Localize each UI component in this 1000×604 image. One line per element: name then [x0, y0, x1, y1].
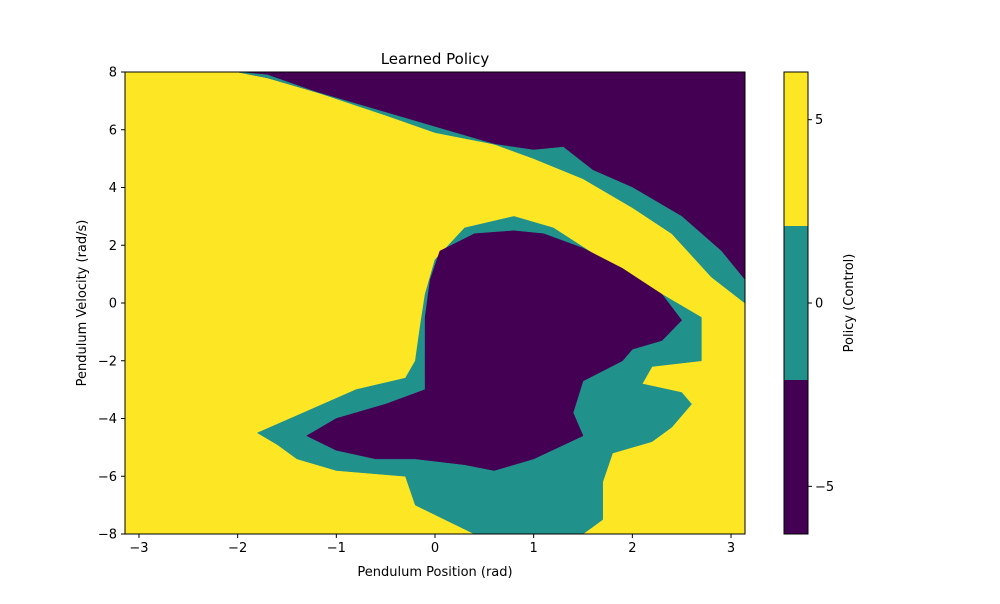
colorbar-label: Policy (Control) — [842, 254, 857, 353]
colorbar: 5 0 −5 — [783, 71, 834, 535]
y-tick-label: 2 — [109, 239, 117, 254]
colorbar-band-1 — [784, 226, 808, 380]
x-tick-label: 2 — [628, 541, 636, 556]
colorbar-band-0 — [784, 380, 808, 534]
y-tick-label: −4 — [98, 412, 117, 427]
y-axis: −8 −6 −4 −2 0 2 4 6 8 — [98, 66, 125, 543]
y-tick-label: 0 — [109, 297, 117, 312]
y-tick-label: 4 — [109, 181, 117, 196]
policy-region-3 — [306, 230, 683, 471]
colorbar-tick-label: 5 — [815, 113, 823, 128]
colorbar-band-2 — [784, 72, 808, 226]
x-tick-label: −2 — [228, 541, 247, 556]
x-axis: −3 −2 −1 0 1 2 3 — [129, 534, 735, 556]
y-tick-label: 6 — [109, 123, 117, 138]
x-tick-label: −1 — [327, 541, 346, 556]
x-tick-label: 3 — [727, 541, 735, 556]
x-tick-label: 1 — [530, 541, 538, 556]
y-tick-label: −2 — [98, 354, 117, 369]
x-tick-label: −3 — [129, 541, 148, 556]
y-axis-label: Pendulum Velocity (rad/s) — [75, 220, 90, 387]
y-tick-label: 8 — [109, 66, 117, 81]
y-tick-label: −8 — [98, 528, 117, 543]
policy-regions — [237, 72, 745, 534]
colorbar-tick-label: 0 — [815, 297, 823, 312]
x-axis-label: Pendulum Position (rad) — [357, 565, 512, 580]
y-tick-label: −6 — [98, 470, 117, 485]
colorbar-tick-label: −5 — [815, 480, 834, 495]
x-tick-label: 0 — [431, 541, 439, 556]
chart-title: Learned Policy — [381, 50, 490, 68]
